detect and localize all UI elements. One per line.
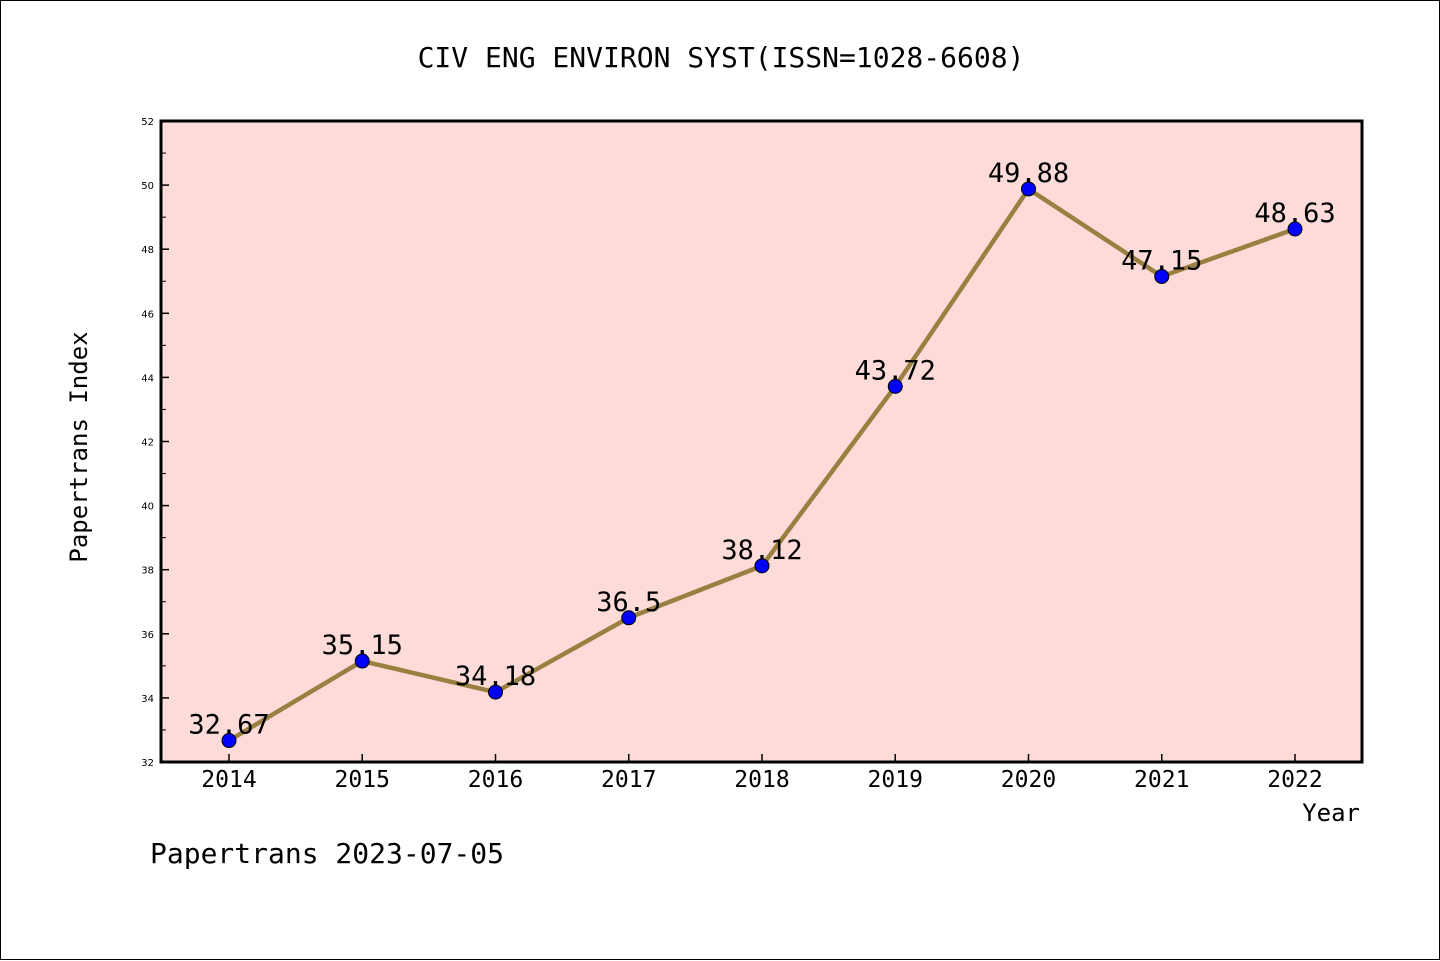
x-tick-label: 2020	[1001, 767, 1056, 793]
y-tick-label: 40	[141, 502, 154, 513]
y-axis: 32 34 36 38 40 42 44 46 48 50 52	[141, 117, 169, 769]
y-tick-label: 38	[141, 566, 154, 577]
data-point	[488, 684, 503, 700]
data-point	[1154, 268, 1170, 284]
y-tick-label: 34	[141, 694, 154, 705]
data-label: 38.12	[721, 535, 802, 566]
y-tick-label: 46	[141, 309, 154, 320]
series-group: 32.67 35.15 34.18 36.5 38.12 43.72 49.88 47.15 4…	[188, 158, 1336, 749]
data-point	[1287, 221, 1303, 237]
data-point	[354, 653, 370, 669]
y-tick-label: 52	[141, 117, 154, 128]
x-axis: 2014 2015 2016 2017 2018 2019 2020 2021 2022	[201, 754, 1323, 793]
plot-area	[159, 119, 1364, 764]
data-point	[221, 733, 237, 749]
y-tick-label: 44	[141, 373, 154, 384]
data-label: 48.63	[1254, 198, 1335, 229]
x-tick-label: 2014	[201, 767, 256, 793]
x-axis-label: Year	[1302, 799, 1360, 827]
chart-title: CIV ENG ENVIRON SYST(ISSN=1028-6608)	[418, 41, 1025, 74]
data-point	[754, 558, 770, 574]
y-tick-label: 32	[141, 758, 154, 769]
y-tick-label: 36	[141, 630, 154, 641]
x-tick-label: 2019	[868, 767, 923, 793]
x-tick-label: 2016	[468, 767, 523, 793]
data-label: 36.5	[596, 587, 661, 618]
data-label: 43.72	[855, 355, 936, 386]
y-tick-label: 48	[141, 245, 154, 256]
x-tick-label: 2022	[1267, 767, 1322, 793]
data-label: 47.15	[1121, 245, 1202, 276]
y-tick-label: 42	[141, 438, 154, 449]
data-label: 49.88	[988, 158, 1069, 189]
x-tick-label: 2018	[734, 767, 789, 793]
data-point	[1021, 181, 1036, 197]
data-label: 35.15	[322, 630, 403, 661]
data-point	[887, 378, 903, 394]
data-label: 32.67	[188, 710, 269, 741]
data-label: 34.18	[455, 661, 536, 692]
y-tick-label: 50	[141, 181, 154, 192]
y-axis-label: Papertrans Index	[65, 331, 93, 562]
x-tick-label: 2017	[601, 767, 656, 793]
x-tick-label: 2021	[1134, 767, 1189, 793]
data-point	[621, 610, 637, 626]
x-tick-label: 2015	[335, 767, 390, 793]
footer-note: Papertrans 2023-07-05	[150, 837, 505, 870]
